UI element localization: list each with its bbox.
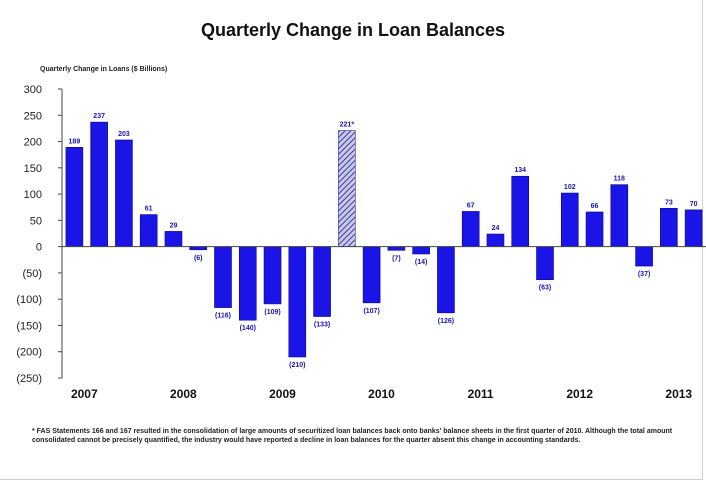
y-axis-label: Quarterly Change in Loans ($ Billions)	[40, 66, 168, 73]
bar-data-label: (109)	[264, 309, 280, 316]
bar-data-label: 102	[564, 184, 576, 191]
bar	[313, 246, 331, 317]
x-year-label: 2013	[665, 387, 692, 401]
bar-data-label: 61	[145, 206, 153, 213]
bar-data-label: 29	[170, 222, 178, 229]
bar	[486, 233, 505, 247]
bar	[660, 207, 678, 247]
y-tick-label: 300	[24, 84, 42, 96]
bar	[338, 130, 356, 247]
y-tick-label: (150)	[16, 320, 42, 332]
bar	[610, 184, 629, 247]
y-tick-label: (250)	[16, 373, 42, 385]
bar	[684, 209, 703, 247]
bar-data-label: 70	[690, 201, 698, 208]
bar-data-label: (126)	[438, 318, 454, 325]
bar-data-label: (37)	[638, 271, 650, 278]
footnote: * FAS Statements 166 and 167 resulted in…	[32, 428, 673, 444]
bar-data-label: (107)	[363, 308, 379, 315]
bar-data-label: 73	[665, 199, 673, 206]
bar	[585, 211, 604, 247]
bar	[437, 246, 455, 314]
bar-data-label: (140)	[240, 325, 256, 332]
bar	[635, 246, 653, 267]
bar-data-label: 221*	[340, 122, 355, 129]
y-tick-label: 100	[24, 189, 42, 201]
y-tick-label: 50	[30, 215, 42, 227]
bar-data-label: 203	[118, 131, 130, 138]
bar-data-label: (6)	[194, 255, 203, 262]
bar-data-label: 66	[591, 203, 599, 210]
bar	[560, 192, 579, 247]
bar	[511, 175, 530, 247]
y-tick-label: 0	[36, 242, 42, 254]
y-tick-label: (50)	[22, 268, 42, 280]
bar	[164, 231, 183, 247]
bar-data-label: 24	[492, 225, 500, 232]
bar-data-label: 118	[614, 176, 625, 183]
bar	[65, 147, 84, 247]
bar-data-label: 189	[69, 138, 81, 145]
bar	[238, 246, 257, 321]
bar	[90, 121, 108, 247]
x-year-label: 2008	[170, 387, 197, 401]
y-tick-label: 250	[24, 110, 42, 122]
bar	[387, 246, 406, 251]
bar	[139, 214, 158, 247]
x-year-label: 2012	[566, 387, 593, 401]
bar	[263, 246, 282, 305]
bar-data-label: (210)	[289, 362, 305, 369]
bar	[461, 211, 480, 247]
y-tick-label: 200	[24, 137, 42, 149]
bar	[288, 246, 307, 358]
bar	[412, 246, 430, 255]
bar	[362, 246, 381, 304]
y-tick-label: 150	[24, 163, 42, 175]
bar	[214, 246, 232, 308]
bar	[536, 246, 554, 281]
bar-data-label: 134	[514, 167, 526, 174]
bar-data-label: (14)	[415, 259, 427, 266]
x-year-label: 2010	[368, 387, 395, 401]
y-tick-label: (100)	[16, 294, 42, 306]
bar-data-label: (133)	[314, 322, 330, 329]
bar-data-label: (7)	[392, 255, 401, 262]
bar-data-label: (116)	[215, 313, 231, 320]
bar	[115, 139, 133, 247]
bar-data-label: (63)	[539, 285, 551, 292]
x-year-label: 2011	[468, 387, 494, 401]
bar-data-label: 67	[467, 202, 475, 209]
x-year-label: 2009	[269, 387, 296, 401]
chart-title: Quarterly Change in Loan Balances	[200, 20, 506, 40]
x-year-label: 2007	[71, 387, 98, 401]
y-tick-label: (200)	[16, 347, 42, 359]
bar-data-label: 237	[93, 113, 105, 120]
